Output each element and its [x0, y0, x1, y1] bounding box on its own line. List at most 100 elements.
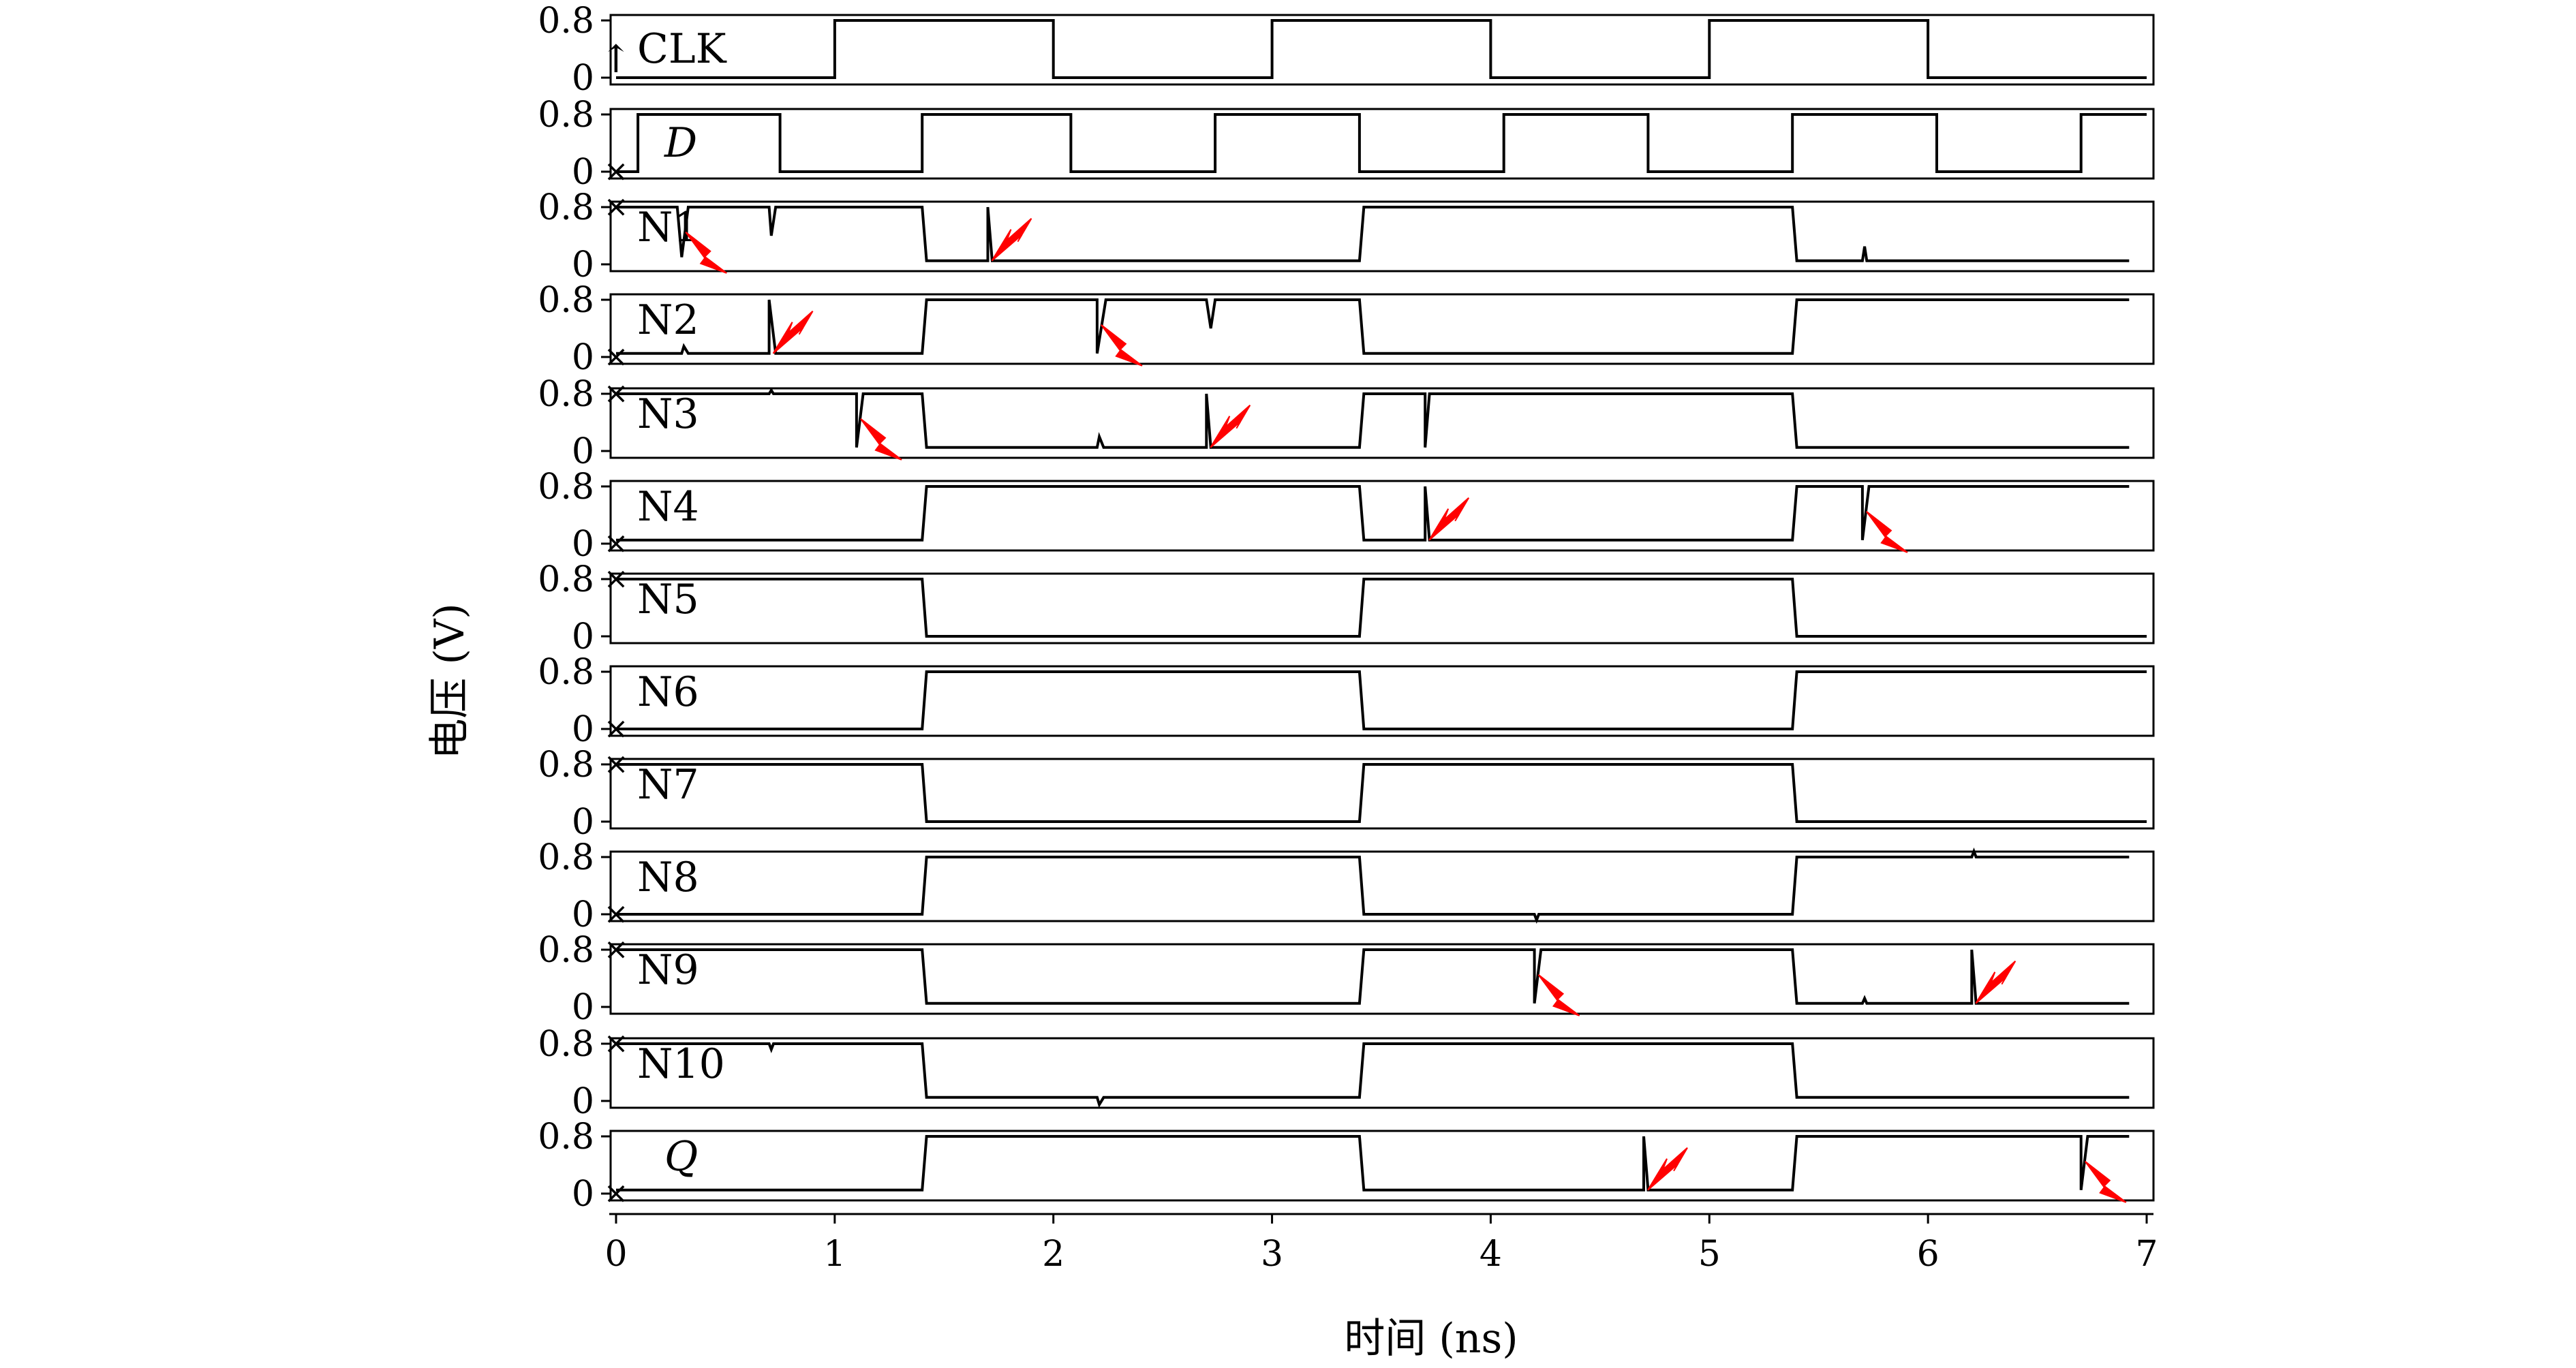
series-label: D — [664, 119, 697, 167]
series-label: N7 — [637, 761, 699, 809]
lightning-bolt-icon — [1647, 1147, 1688, 1191]
x-tick-label: 1 — [823, 1234, 846, 1275]
series-line-n5 — [616, 578, 2147, 638]
lightning-bolt-icon — [991, 218, 1032, 262]
y-tick-label: 0.8 — [538, 930, 594, 971]
x-axis-title: 时间 (ns) — [1344, 1315, 1518, 1363]
series-line-clk — [616, 19, 2147, 79]
y-tick-label: 0 — [572, 245, 594, 285]
series-line-q — [616, 1135, 2130, 1192]
y-tick-label: 0.8 — [538, 374, 594, 415]
panel-frame — [609, 665, 2155, 737]
series-line-n1 — [616, 206, 2130, 262]
x-tick-label: 5 — [1698, 1234, 1721, 1275]
lightning-bolt-icon — [1975, 961, 2017, 1004]
series-start-marker: × — [604, 1176, 629, 1211]
x-tick-label: 4 — [1479, 1234, 1502, 1275]
series-line-n7 — [616, 763, 2147, 823]
panel-n4: 0.8 0 N4× — [538, 467, 2155, 565]
lightning-bolt-icon — [860, 418, 902, 461]
panel-frame — [609, 572, 2155, 644]
y-tick-label: 0.8 — [538, 467, 594, 508]
panel-frame — [609, 850, 2155, 922]
lightning-bolt-icon — [1210, 405, 1251, 448]
series-start-marker: × — [604, 526, 629, 561]
series-line-d — [616, 113, 2147, 173]
y-tick-label: 0.8 — [538, 1117, 594, 1157]
y-tick-label: 0.8 — [538, 745, 594, 786]
panel-frame — [609, 943, 2155, 1015]
series-label: Q — [664, 1133, 698, 1181]
y-tick-label: 0.8 — [538, 652, 594, 693]
lightning-bolt-icon — [1428, 497, 1470, 541]
series-label: N3 — [637, 390, 699, 438]
y-tick-label: 0 — [572, 987, 594, 1028]
series-start-marker: ↑ — [600, 37, 632, 82]
y-tick-label: 0 — [572, 524, 594, 565]
panel-n2: 0.8 0 N2× — [538, 280, 2155, 378]
series-label: N9 — [637, 946, 699, 994]
y-tick-label: 0.8 — [538, 1, 594, 42]
panel-frame — [609, 108, 2155, 180]
x-tick-label: 2 — [1042, 1234, 1064, 1275]
series-line-n2 — [616, 298, 2130, 355]
y-tick-label: 0.8 — [538, 1024, 594, 1065]
y-tick-label: 0.8 — [538, 187, 594, 228]
panel-frame — [609, 1037, 2155, 1109]
panel-frame — [609, 293, 2155, 365]
y-tick-label: 0 — [572, 58, 594, 99]
series-label: N1 — [637, 204, 699, 251]
panel-frame — [609, 14, 2155, 86]
y-tick-label: 0 — [572, 152, 594, 193]
y-tick-label: 0 — [572, 337, 594, 378]
y-axis-title: 电压 (V) — [426, 603, 474, 759]
x-axis: 0 1 2 3 4 5 6 7 — [604, 1213, 2158, 1275]
series-line-n10 — [616, 1042, 2130, 1108]
x-tick-label: 0 — [604, 1234, 627, 1275]
lightning-bolt-icon — [1101, 324, 1143, 367]
y-tick-label: 0 — [572, 617, 594, 657]
y-tick-label: 0 — [572, 895, 594, 935]
x-tick-label: 3 — [1261, 1234, 1283, 1275]
y-tick-label: 0.8 — [538, 95, 594, 136]
panel-frame — [609, 387, 2155, 459]
series-label: CLK — [637, 25, 727, 73]
y-tick-label: 0 — [572, 709, 594, 750]
lightning-bolt-icon — [685, 231, 727, 274]
waveform-panels: 0.80CLK↑0.80D×0.80N1×0.80N2×0.80N3×0.80N… — [538, 1, 2155, 1215]
lightning-bolt-icon — [772, 311, 814, 354]
series-line-n3 — [616, 387, 2130, 449]
series-label: N4 — [637, 483, 699, 531]
series-label: N8 — [637, 854, 699, 901]
panel-d: 0.80D× — [538, 95, 2155, 193]
panel-frame — [609, 480, 2155, 552]
panel-frame — [609, 200, 2155, 273]
series-label: N10 — [637, 1040, 725, 1088]
series-line-n6 — [616, 670, 2147, 730]
y-tick-label: 0.8 — [538, 280, 594, 321]
panel-frame — [609, 758, 2155, 830]
series-label: N6 — [637, 668, 699, 716]
y-tick-label: 0.8 — [538, 559, 594, 600]
series-label: N2 — [637, 296, 699, 344]
series-line-n8 — [616, 847, 2130, 924]
x-tick-label: 6 — [1917, 1234, 1939, 1275]
panel-q: 0.8 0 Q × — [538, 1117, 2155, 1215]
lightning-bolt-icon — [1537, 974, 1580, 1016]
lightning-bolt-icon — [2084, 1160, 2127, 1203]
panel-frame — [609, 1130, 2155, 1202]
y-tick-label: 0 — [572, 431, 594, 472]
series-start-marker: × — [604, 339, 629, 374]
y-tick-label: 0 — [572, 802, 594, 843]
x-tick-label: 7 — [2135, 1234, 2158, 1275]
series-line-n9 — [616, 948, 2130, 1005]
panel-clk: 0.8 0 CLK↑ — [538, 1, 2155, 99]
